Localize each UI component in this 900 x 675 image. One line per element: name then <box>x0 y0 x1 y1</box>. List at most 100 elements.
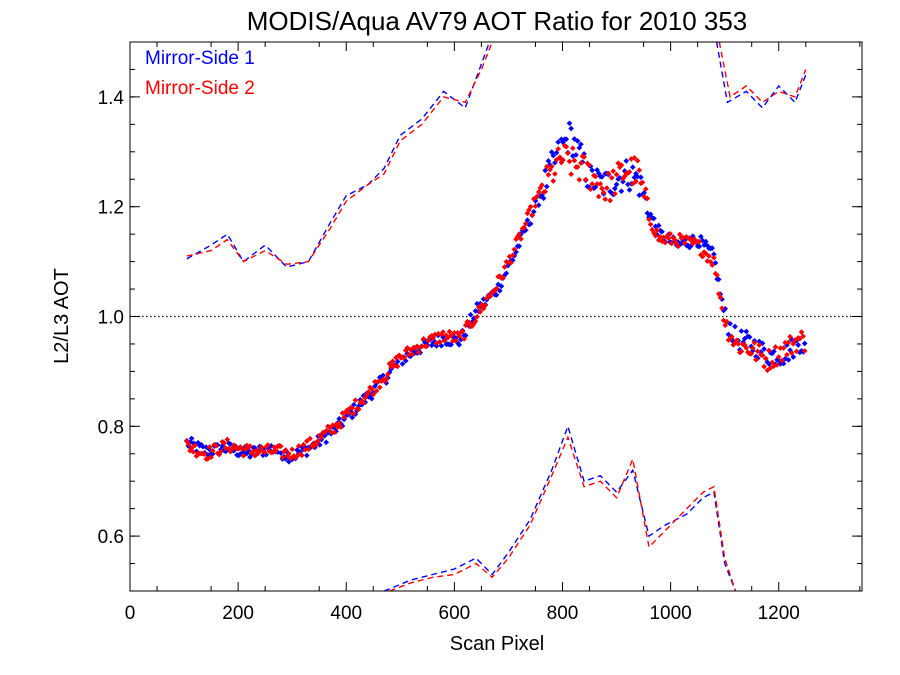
mirror-side-1-point <box>496 287 503 294</box>
mirror-side-2-point <box>762 355 769 362</box>
mirror-side-2-point <box>530 196 537 202</box>
mirror-side-2-point <box>652 232 659 239</box>
mirror-side-2-point <box>556 154 563 161</box>
mirror-side-2-upper-band-2-line <box>718 42 807 104</box>
mirror-side-2-point <box>644 195 651 202</box>
mirror-side-1-point <box>493 292 500 298</box>
mirror-side-2-point <box>258 444 265 450</box>
mirror-side-2-point <box>289 446 296 453</box>
mirror-side-2-point <box>192 442 198 449</box>
mirror-side-2-point <box>273 448 279 454</box>
mirror-side-2-point <box>307 435 313 442</box>
mirror-side-2-point <box>295 443 302 449</box>
mirror-side-2-point <box>305 446 312 453</box>
mirror-side-2-point <box>597 181 604 187</box>
mirror-side-2-point <box>349 405 356 412</box>
mirror-side-1-point <box>188 435 195 442</box>
mirror-side-2-point <box>352 397 359 404</box>
mirror-side-2-point <box>761 363 767 370</box>
mirror-side-2-point <box>318 434 325 441</box>
mirror-side-2-point <box>477 308 484 315</box>
mirror-side-2-point <box>612 190 618 197</box>
mirror-side-2-upper-band-line <box>186 42 493 266</box>
mirror-side-2-point <box>582 176 589 183</box>
mirror-side-2-point <box>482 302 489 309</box>
mirror-side-2-point <box>699 253 706 260</box>
mirror-side-2-point <box>542 188 549 195</box>
mirror-side-2-point <box>188 445 195 451</box>
mirror-side-1-point <box>795 342 802 348</box>
mirror-side-1-point <box>527 220 534 227</box>
x-axis-label: Scan Pixel <box>450 633 545 655</box>
mirror-side-1-point <box>711 251 717 258</box>
mirror-side-2-point <box>636 167 643 174</box>
mirror-side-1-point <box>543 183 550 190</box>
mirror-side-2-point <box>355 406 362 413</box>
mirror-side-2-points <box>183 142 808 462</box>
mirror-side-2-point <box>780 345 787 351</box>
mirror-side-2-point <box>277 443 284 450</box>
mirror-side-2-point <box>341 414 347 421</box>
mirror-side-1-point <box>659 228 665 235</box>
mirror-side-2-point <box>634 157 641 164</box>
mirror-side-1-lower-band-line <box>383 424 737 591</box>
mirror-side-1-point <box>555 139 562 145</box>
mirror-side-2-lower-band-line <box>389 435 737 591</box>
y-tick-label: 1.0 <box>98 308 124 329</box>
mirror-side-1-point <box>433 343 440 349</box>
mirror-side-2-point <box>372 378 378 385</box>
mirror-side-2-point <box>545 171 552 178</box>
mirror-side-2-point <box>385 371 391 378</box>
mirror-side-2-point <box>303 438 310 444</box>
x-tick-label: 600 <box>439 603 471 624</box>
mirror-side-2-point <box>368 386 375 392</box>
mirror-side-2-point <box>459 328 466 335</box>
y-axis-label: L2/L3 AOT <box>51 268 73 364</box>
mirror-side-1-upper-band-2-line <box>715 42 807 109</box>
mirror-side-2-point <box>331 429 338 436</box>
mirror-side-2-point <box>586 162 592 169</box>
mirror-side-1-point <box>702 238 709 245</box>
mirror-side-2-point <box>217 448 224 455</box>
legend-entry-mirror-side-2: Mirror-Side 2 <box>145 78 255 99</box>
mirror-side-2-point <box>592 173 599 180</box>
mirror-side-2-point <box>775 354 782 360</box>
mirror-side-2-point <box>475 304 482 311</box>
mirror-side-2-point <box>642 186 649 192</box>
mirror-side-2-point <box>675 243 682 250</box>
mirror-side-2-point <box>548 163 555 170</box>
mirror-side-1-point <box>516 243 523 250</box>
mirror-side-1-point <box>626 187 633 193</box>
mirror-side-1-point <box>620 178 626 185</box>
mirror-side-2-point <box>323 427 330 434</box>
mirror-side-2-point <box>646 216 652 223</box>
x-tick-label: 200 <box>222 603 254 624</box>
mirror-side-2-point <box>383 375 390 382</box>
mirror-side-2-point <box>563 143 570 150</box>
mirror-side-2-point <box>772 344 779 350</box>
mirror-side-2-point <box>373 388 380 394</box>
mirror-side-1-point <box>368 395 375 402</box>
mirror-side-2-point <box>723 318 730 325</box>
mirror-side-2-point <box>571 157 578 164</box>
mirror-side-2-point <box>743 345 750 351</box>
mirror-side-2-point <box>589 181 596 187</box>
mirror-side-1-point <box>303 452 310 459</box>
mirror-side-2-point <box>719 305 725 312</box>
mirror-side-2-point <box>394 363 401 370</box>
mirror-side-2-point <box>647 221 654 228</box>
mirror-side-2-point <box>782 339 789 346</box>
mirror-side-1-point <box>203 444 210 450</box>
x-tick-label: 800 <box>547 603 579 624</box>
mirror-side-2-point <box>796 335 803 342</box>
mirror-side-2-point <box>209 447 216 454</box>
mirror-side-2-point <box>376 384 383 391</box>
mirror-side-2-point <box>221 440 227 446</box>
mirror-side-2-point <box>607 197 613 204</box>
mirror-side-2-point <box>555 146 562 152</box>
mirror-side-2-point <box>605 170 612 177</box>
mirror-side-2-point <box>239 445 245 452</box>
mirror-side-1-point <box>651 215 657 222</box>
mirror-side-2-point <box>610 168 617 174</box>
mirror-side-2-point <box>662 239 669 246</box>
